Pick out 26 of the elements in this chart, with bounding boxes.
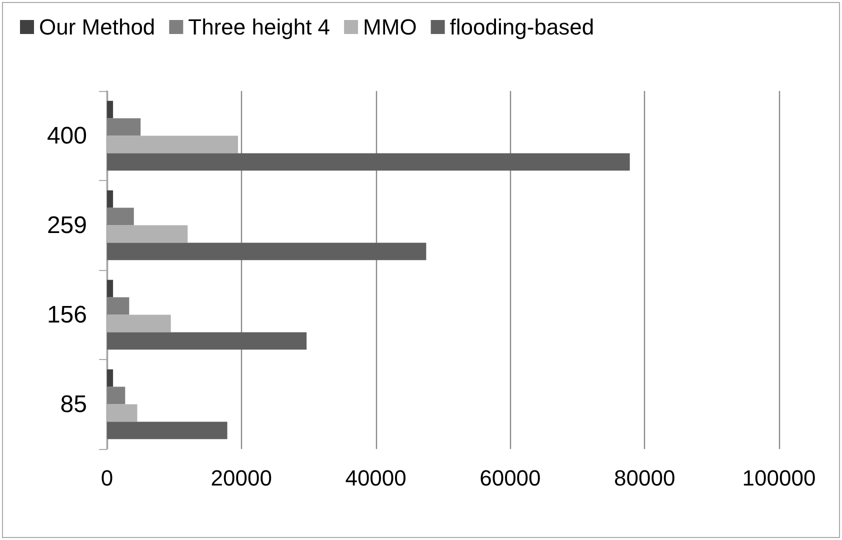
y-tick-label: 400 [46,122,87,150]
y-tick-label: 259 [46,212,87,239]
bar [107,100,114,118]
bar [107,386,126,404]
legend-label: Our Method [39,14,156,40]
legend-label: MMO [363,14,417,40]
bar [107,208,134,226]
x-tick-label: 40000 [345,466,406,490]
x-tick-label: 80000 [614,466,676,490]
y-tick-label: 156 [46,301,87,328]
x-tick-label: 60000 [480,466,541,490]
bar [107,332,307,350]
bar [107,190,114,208]
x-tick-label: 0 [100,466,114,490]
x-tick-label: 20000 [210,466,272,490]
bar [107,280,114,298]
bar [107,297,130,315]
bar [107,118,141,136]
bar [107,242,426,260]
bar [107,153,630,171]
x-tick-label: 100000 [742,466,816,490]
bar [107,369,114,387]
y-tick-label: 85 [60,390,87,418]
bar [107,422,228,440]
legend-label: Three height 4 [188,14,330,40]
legend-label: flooding-based [450,14,594,40]
